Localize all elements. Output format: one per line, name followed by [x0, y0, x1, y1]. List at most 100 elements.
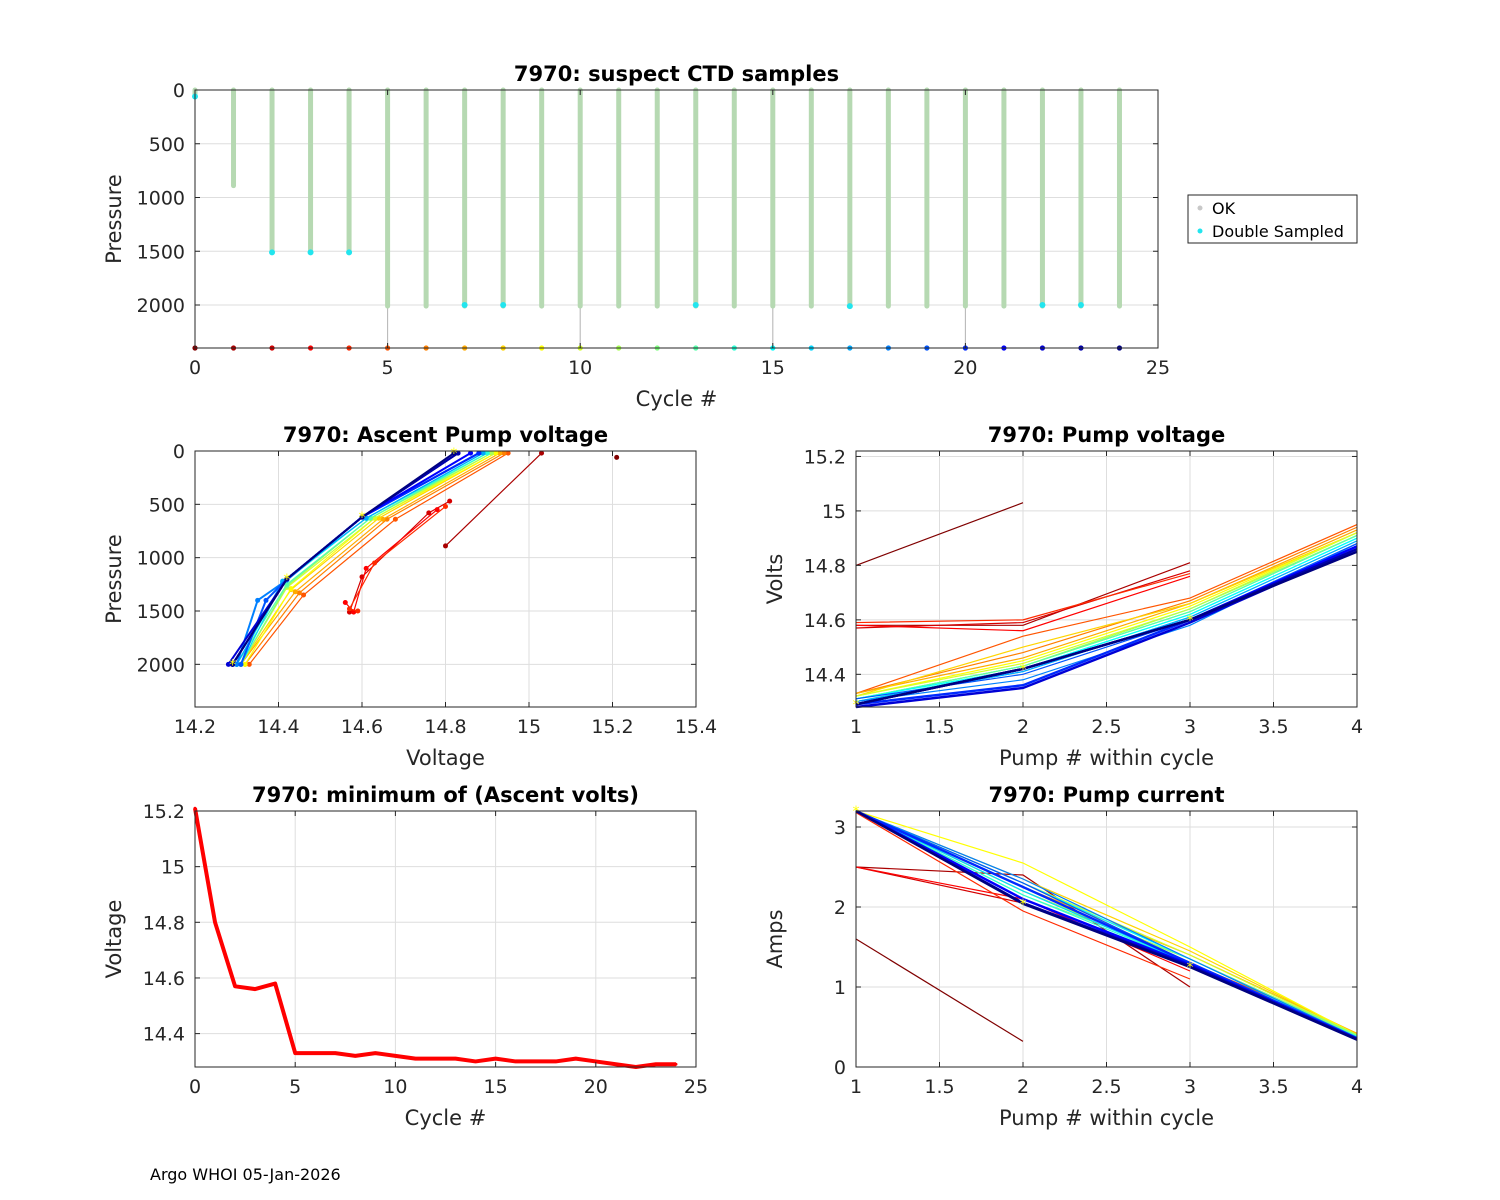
min-voltage-point: [474, 1059, 478, 1063]
ascent-point: [488, 450, 494, 456]
latest-cycle-star: *: [229, 657, 236, 673]
ascent-point: [234, 661, 240, 667]
latest-cycle-star: *: [1187, 960, 1194, 976]
ascent-point: [539, 450, 545, 456]
x-tick-label: 5: [289, 1076, 301, 1098]
ascent-series-line: [244, 452, 496, 665]
ascent-point: [614, 454, 620, 460]
y-axis-label: Voltage: [102, 900, 126, 979]
x-tick-label: 3.5: [1258, 716, 1288, 738]
min-voltage-point: [233, 984, 237, 988]
pump-voltage-line: [855, 529, 1358, 694]
ascent-point: [443, 503, 448, 509]
ascent-point: [288, 586, 294, 592]
pump-current-line: [855, 866, 1191, 988]
plot-area: [195, 90, 1158, 348]
x-tick-label: 1: [850, 716, 862, 738]
x-tick-label: 10: [383, 1076, 407, 1098]
legend-marker: [1197, 205, 1203, 211]
chart-title: 7970: suspect CTD samples: [514, 62, 839, 86]
ascent-point: [263, 597, 269, 603]
footer-credit: Argo WHOI 05-Jan-2026: [150, 1165, 341, 1184]
ascent-point: [443, 543, 448, 549]
x-tick-label: 3: [1184, 716, 1196, 738]
min-voltage-point: [554, 1059, 558, 1063]
ascent-series-line: [240, 452, 501, 665]
ascent-point: [363, 515, 369, 521]
ascent-point: [296, 590, 302, 596]
chart-pumpv: ***11.522.533.5414.414.614.81515.27970: …: [763, 423, 1363, 770]
x-tick-label: 2: [1017, 716, 1029, 738]
pump-voltage-line: [855, 550, 1358, 706]
x-tick-label: 15: [761, 357, 785, 379]
ascent-point: [242, 661, 248, 667]
ascent-point: [301, 592, 307, 598]
pump-current-line: [855, 809, 1358, 1041]
min-voltage-point: [574, 1057, 578, 1061]
chart-ascent: * * * * 14.2 14.4 14.6 14.8 15 15.2 15.4 0 500 1000 15…: [102, 423, 717, 770]
ascent-point: [342, 599, 348, 605]
ascent-point: [497, 450, 503, 456]
double-sampled-point: [500, 302, 507, 308]
ascent-point: [426, 510, 432, 516]
x-tick-label: 2.5: [1091, 716, 1121, 738]
y-tick-label: 3: [834, 817, 846, 839]
min-voltage-point: [353, 1054, 357, 1058]
x-axis-label: Voltage: [406, 746, 485, 770]
x-tick-label: 4: [1351, 716, 1363, 738]
latest-cycle-star: *: [1020, 897, 1027, 913]
y-tick-label: 15: [822, 501, 846, 523]
ascent-point: [292, 589, 298, 595]
data-layer: [192, 87, 1123, 351]
latest-cycle-star: *: [450, 446, 457, 462]
ascent-point: [493, 450, 499, 456]
double-sampled-point: [1039, 302, 1046, 308]
x-axis-label: Pump # within cycle: [999, 1106, 1214, 1130]
x-tick-label: 15: [484, 1076, 508, 1098]
ascent-series-line: [240, 452, 496, 665]
ascent-series-line: [348, 505, 446, 612]
ascent-point: [246, 661, 252, 667]
min-voltage-point: [413, 1057, 417, 1061]
x-tick-label: 20: [953, 357, 977, 379]
ascent-point: [455, 450, 461, 456]
ascent-point: [505, 450, 511, 456]
y-tick-label: 2000: [137, 295, 185, 317]
ascent-point: [284, 576, 290, 582]
y-tick-label: 1: [834, 977, 846, 999]
x-tick-label: 14.4: [257, 716, 299, 738]
ascent-point: [434, 507, 440, 513]
y-tick-label: 0: [173, 80, 185, 102]
min-voltage-point: [454, 1057, 458, 1061]
pump-voltage-line: [855, 537, 1358, 700]
double-sampled-point: [307, 249, 314, 256]
x-tick-label: 14.8: [424, 716, 466, 738]
plot-area: [195, 811, 696, 1067]
y-tick-label: 500: [149, 134, 185, 156]
latest-cycle-star: *: [283, 572, 290, 588]
x-tick-label: 2.5: [1091, 1076, 1121, 1098]
ascent-point: [392, 516, 398, 522]
ascent-point: [238, 661, 244, 667]
y-axis-label: Pressure: [102, 174, 126, 264]
x-tick-label: 25: [684, 1076, 708, 1098]
ascent-point: [355, 608, 361, 614]
pump-voltage-line: [855, 526, 1358, 694]
x-tick-label: 0: [189, 357, 201, 379]
x-tick-label: 3: [1184, 1076, 1196, 1098]
pump-voltage-line: [855, 502, 1024, 566]
pump-voltage-line: [855, 532, 1358, 697]
ascent-series-line: [248, 452, 509, 665]
min-voltage-point: [213, 920, 217, 924]
x-axis-label: Cycle #: [405, 1106, 487, 1130]
min-voltage-point: [333, 1051, 337, 1055]
y-tick-label: 14.8: [143, 912, 185, 934]
min-voltage-point: [514, 1059, 518, 1063]
ascent-point: [480, 450, 486, 456]
data-layer: ***: [853, 502, 1358, 713]
x-tick-label: 14.2: [174, 716, 216, 738]
ascent-point: [363, 565, 369, 571]
legend-entry: Double Sampled: [1212, 222, 1344, 241]
y-tick-label: 15: [161, 857, 185, 879]
pump-voltage-line: [855, 532, 1358, 697]
